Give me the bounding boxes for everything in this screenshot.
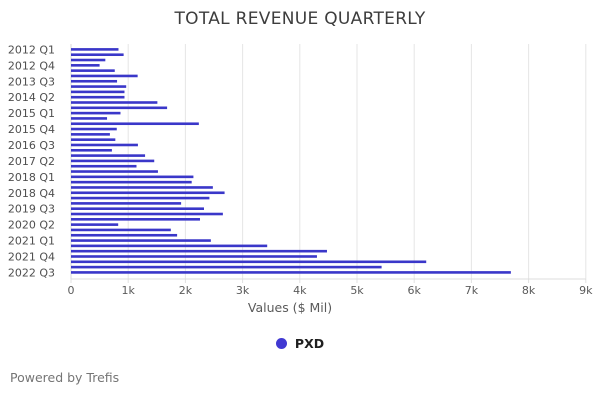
bar[interactable] [71, 101, 158, 104]
bar[interactable] [71, 191, 225, 195]
bar[interactable] [71, 164, 137, 168]
bar[interactable] [71, 180, 192, 184]
bar[interactable] [71, 244, 268, 248]
bar[interactable] [71, 85, 127, 88]
bar[interactable] [71, 58, 106, 62]
x-tick-label: 0 [68, 284, 75, 297]
x-tick-label: 5k [350, 284, 364, 297]
bar[interactable] [71, 74, 138, 78]
bar[interactable] [71, 260, 427, 264]
bar[interactable] [71, 90, 125, 94]
bar[interactable] [71, 148, 112, 152]
powered-by-trefis: Powered by Trefis [10, 370, 120, 385]
bar[interactable] [71, 64, 100, 67]
y-tick-label: 2018 Q4 [8, 187, 55, 200]
bar[interactable] [71, 127, 117, 131]
bar[interactable] [71, 111, 121, 115]
legend-label: PXD [294, 336, 325, 351]
y-tick-label: 2014 Q2 [8, 91, 55, 104]
bar[interactable] [71, 223, 119, 226]
bar[interactable] [71, 143, 138, 147]
bar[interactable] [71, 133, 110, 136]
y-tick-label: 2019 Q3 [8, 203, 55, 216]
bar-chart-plot: 0 1k 2k 3k 4k 5k 6k 7k 8k 9k 2012 Q1 2012 Q4 2013 Q3… [8, 43, 593, 315]
x-tick-label: 3k [236, 284, 250, 297]
y-tick-label: 2015 Q4 [8, 123, 55, 136]
bar[interactable] [71, 53, 124, 57]
bar[interactable] [71, 175, 194, 179]
bar[interactable] [71, 239, 211, 242]
x-axis-title: Values ($ Mil) [248, 300, 332, 315]
bar[interactable] [71, 228, 171, 232]
y-tick-label: 2021 Q1 [8, 235, 55, 248]
bar[interactable] [71, 170, 158, 173]
bar[interactable] [71, 79, 118, 83]
y-tick-label: 2020 Q2 [8, 219, 55, 232]
bar[interactable] [71, 122, 199, 126]
bar[interactable] [71, 95, 125, 99]
bar[interactable] [71, 186, 213, 189]
x-tick-label: 1k [122, 284, 136, 297]
bar[interactable] [71, 48, 119, 51]
bar[interactable] [71, 212, 223, 216]
x-tick-label: 4k [293, 284, 307, 297]
y-tick-label: 2013 Q3 [8, 75, 55, 88]
y-tick-label: 2017 Q2 [8, 155, 55, 168]
y-tick-label: 2022 Q3 [8, 266, 55, 279]
bar[interactable] [71, 117, 108, 120]
legend-item-pxd[interactable]: PXD [0, 336, 600, 351]
x-tick-label: 9k [579, 284, 593, 297]
bar[interactable] [71, 207, 204, 210]
bar[interactable] [71, 271, 511, 274]
bar[interactable] [71, 249, 327, 253]
y-tick-label: 2021 Q4 [8, 250, 55, 263]
legend-dot-icon [275, 338, 287, 349]
bar[interactable] [71, 138, 116, 141]
bar[interactable] [71, 202, 182, 205]
bar[interactable] [71, 159, 155, 163]
bar[interactable] [71, 106, 168, 110]
bar[interactable] [71, 233, 178, 237]
bar[interactable] [71, 69, 115, 72]
x-tick-label: 2k [179, 284, 193, 297]
y-tick-label: 2015 Q1 [8, 107, 55, 120]
y-tick-label: 2012 Q1 [8, 43, 55, 56]
x-tick-label: 6k [408, 284, 422, 297]
y-tick-label: 2012 Q4 [8, 59, 55, 72]
y-tick-label: 2018 Q1 [8, 171, 55, 184]
bar[interactable] [71, 218, 200, 221]
bar[interactable] [71, 255, 317, 258]
x-tick-label: 8k [522, 284, 536, 297]
bar[interactable] [71, 154, 146, 157]
bar[interactable] [71, 265, 382, 269]
bar[interactable] [71, 196, 210, 200]
x-tick-label: 7k [465, 284, 479, 297]
chart-title: TOTAL REVENUE QUARTERLY [174, 9, 426, 29]
y-tick-label: 2016 Q3 [8, 139, 55, 152]
